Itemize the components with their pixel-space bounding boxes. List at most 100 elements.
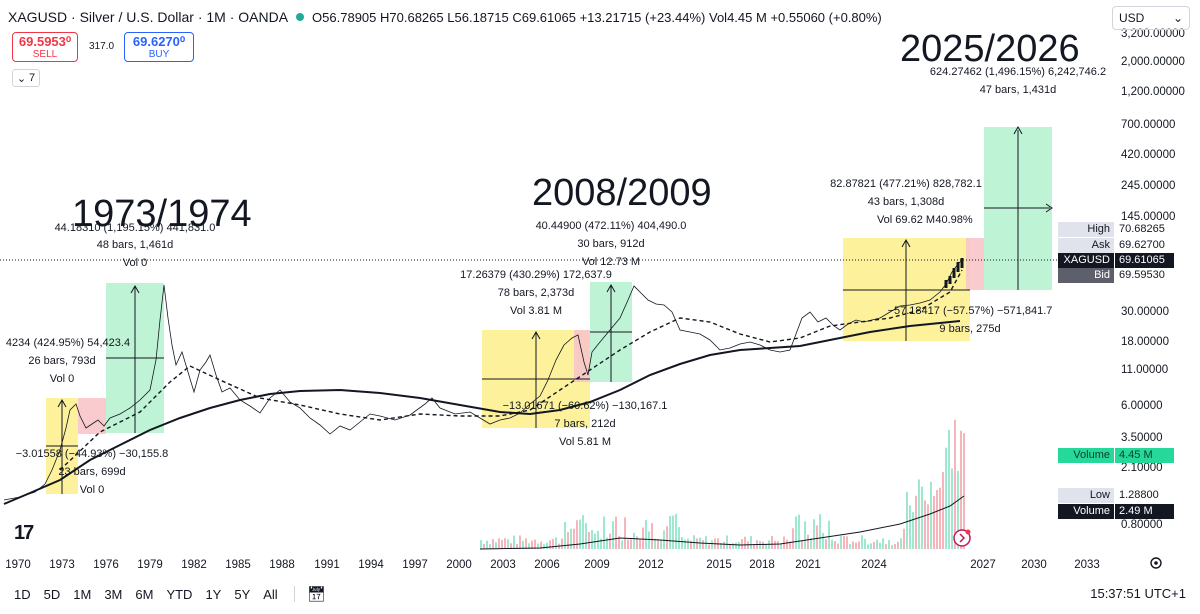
volume-bar	[741, 539, 743, 549]
price-axis-label: 30.00000	[1121, 306, 1169, 318]
range-button[interactable]: 5Y	[234, 586, 251, 602]
volume-bar	[501, 540, 503, 549]
tag-last: XAGUSD 69.61065	[1058, 253, 1174, 268]
volume-bar	[873, 541, 875, 549]
time-axis-label: 1976	[93, 559, 119, 571]
volume-bar	[705, 536, 707, 549]
volume-bar	[861, 535, 863, 549]
tag-ask-value: 69.62700	[1114, 238, 1174, 253]
price-axis-label: 3,200.00000	[1121, 28, 1185, 40]
label-2003-bars: 78 bars, 2,373d	[498, 287, 574, 299]
label-2003-change: 17.26379 (430.29%) 172,637.9	[460, 269, 612, 281]
volume-bar	[576, 520, 578, 549]
volume-bar	[876, 539, 878, 549]
range-button[interactable]: 1M	[73, 586, 92, 602]
symbol-title[interactable]: XAGUSD · Silver / U.S. Dollar · 1M · OAN…	[8, 9, 289, 25]
range-button[interactable]: YTD	[166, 586, 193, 602]
open-value: O56.78905	[312, 9, 377, 25]
volume-bar	[753, 544, 755, 549]
range-button[interactable]: 1Y	[205, 586, 222, 602]
price-axis[interactable]: 3,200.00000 2,000.00000 1,200.00000 700.000…	[1121, 28, 1185, 531]
volume-bar	[765, 544, 767, 549]
sell-price: 69.5953⁰	[18, 34, 72, 49]
volume-bar	[726, 535, 728, 549]
volume-bar	[711, 540, 713, 549]
label-1974-change: −3.01558 (−44.93%) −30,155.8	[16, 448, 169, 460]
volume-value: Vol4.45 M	[709, 9, 767, 25]
volume-ma-line	[479, 495, 965, 550]
volume-bar	[810, 538, 812, 549]
volume-bar	[807, 534, 809, 549]
label-2025-change: 82.87821 (477.21%) 828,782.1	[830, 178, 982, 190]
price-series[interactable]	[3, 259, 963, 501]
time-axis-label: 1994	[358, 559, 384, 571]
price-axis-label: 700.00000	[1121, 119, 1175, 131]
chevron-down-icon: ⌄	[16, 72, 27, 85]
volume-bar	[894, 544, 896, 549]
label-1974-vol: Vol 0	[80, 484, 104, 496]
range-button[interactable]: 3M	[104, 586, 123, 602]
volume-bar	[585, 523, 587, 549]
time-axis-label: 2012	[638, 559, 664, 571]
label-2025-bars: 43 bars, 1,308d	[868, 196, 944, 208]
volume-bar	[864, 538, 866, 549]
tag-vma-value: 2.49 M	[1114, 504, 1174, 519]
buy-button[interactable]: 69.6270⁰ BUY	[124, 32, 194, 62]
volume-bar	[579, 519, 581, 549]
zone-1973-drop[interactable]	[78, 398, 106, 434]
time-axis-label: 1982	[181, 559, 207, 571]
brand-badge-icon[interactable]	[953, 529, 971, 547]
tradingview-logo-icon[interactable]: 17	[14, 522, 34, 544]
volume-bar	[750, 536, 752, 549]
volume-bar	[588, 531, 590, 549]
calendar-range-icon[interactable]: 📅︎	[306, 586, 326, 603]
volume-bar	[537, 543, 539, 549]
symbol-header[interactable]: XAGUSD · Silver / U.S. Dollar · 1M · OAN…	[8, 6, 882, 28]
volume-bar	[567, 531, 569, 549]
settings-gear-icon[interactable]	[1150, 557, 1162, 569]
range-button[interactable]: 5D	[43, 586, 61, 602]
range-button[interactable]: All	[263, 586, 278, 602]
volume-bar	[702, 539, 704, 549]
volume-bar	[597, 530, 599, 549]
range-button[interactable]: 6M	[135, 586, 154, 602]
time-axis-label: 1997	[402, 559, 428, 571]
time-axis-label: 2000	[446, 559, 472, 571]
time-axis-label: 2033	[1074, 559, 1100, 571]
zone-2025-drop[interactable]	[966, 238, 984, 290]
volume-bar	[666, 526, 668, 549]
tag-low-value: 1.28800	[1114, 488, 1174, 503]
candle	[952, 268, 956, 278]
tag-volume: Volume 4.45 M	[1058, 448, 1174, 463]
volume-bar	[639, 538, 641, 549]
volume-bar	[897, 541, 899, 549]
volume-bar	[909, 505, 911, 549]
indicators-toggle[interactable]: ⌄ 7	[12, 69, 40, 87]
volume-bar	[690, 540, 692, 549]
volume-bar	[582, 515, 584, 549]
time-axis[interactable]: 1970 1973 1976 1979 1982 1985 1988 1991 1994 1997…	[5, 559, 1100, 571]
time-axis-label: 2003	[490, 559, 516, 571]
currency-select[interactable]: USD ⌄	[1112, 6, 1190, 30]
volume-bar	[720, 542, 722, 549]
price-axis-label: 6.00000	[1121, 400, 1163, 412]
volume-bar	[549, 540, 551, 549]
volume-bar	[624, 517, 626, 549]
label-1979-change: 44.18310 (1,195.15%) 441,831.0	[55, 222, 216, 234]
volume-bar	[495, 542, 497, 549]
volume-bar	[651, 523, 653, 549]
range-selector[interactable]: 1D 5D 1M 3M 6M YTD 1Y 5Y All	[14, 587, 278, 602]
volume-bar	[945, 447, 947, 549]
volume-bar	[942, 472, 944, 549]
ohlc-readout: O56.78905 H70.68265 L56.18715 C69.61065 …	[312, 10, 882, 25]
sell-button[interactable]: 69.5953⁰ SELL	[12, 32, 78, 62]
volume-bar	[528, 543, 530, 549]
volume-bar	[849, 544, 851, 549]
volume-bar	[591, 529, 593, 549]
clock[interactable]: 15:37:51 UTC+1	[1090, 586, 1186, 601]
close-value: C69.61065	[512, 9, 576, 25]
price-axis-label: 420.00000	[1121, 149, 1175, 161]
volume-bar	[723, 541, 725, 549]
range-button[interactable]: 1D	[14, 586, 31, 602]
